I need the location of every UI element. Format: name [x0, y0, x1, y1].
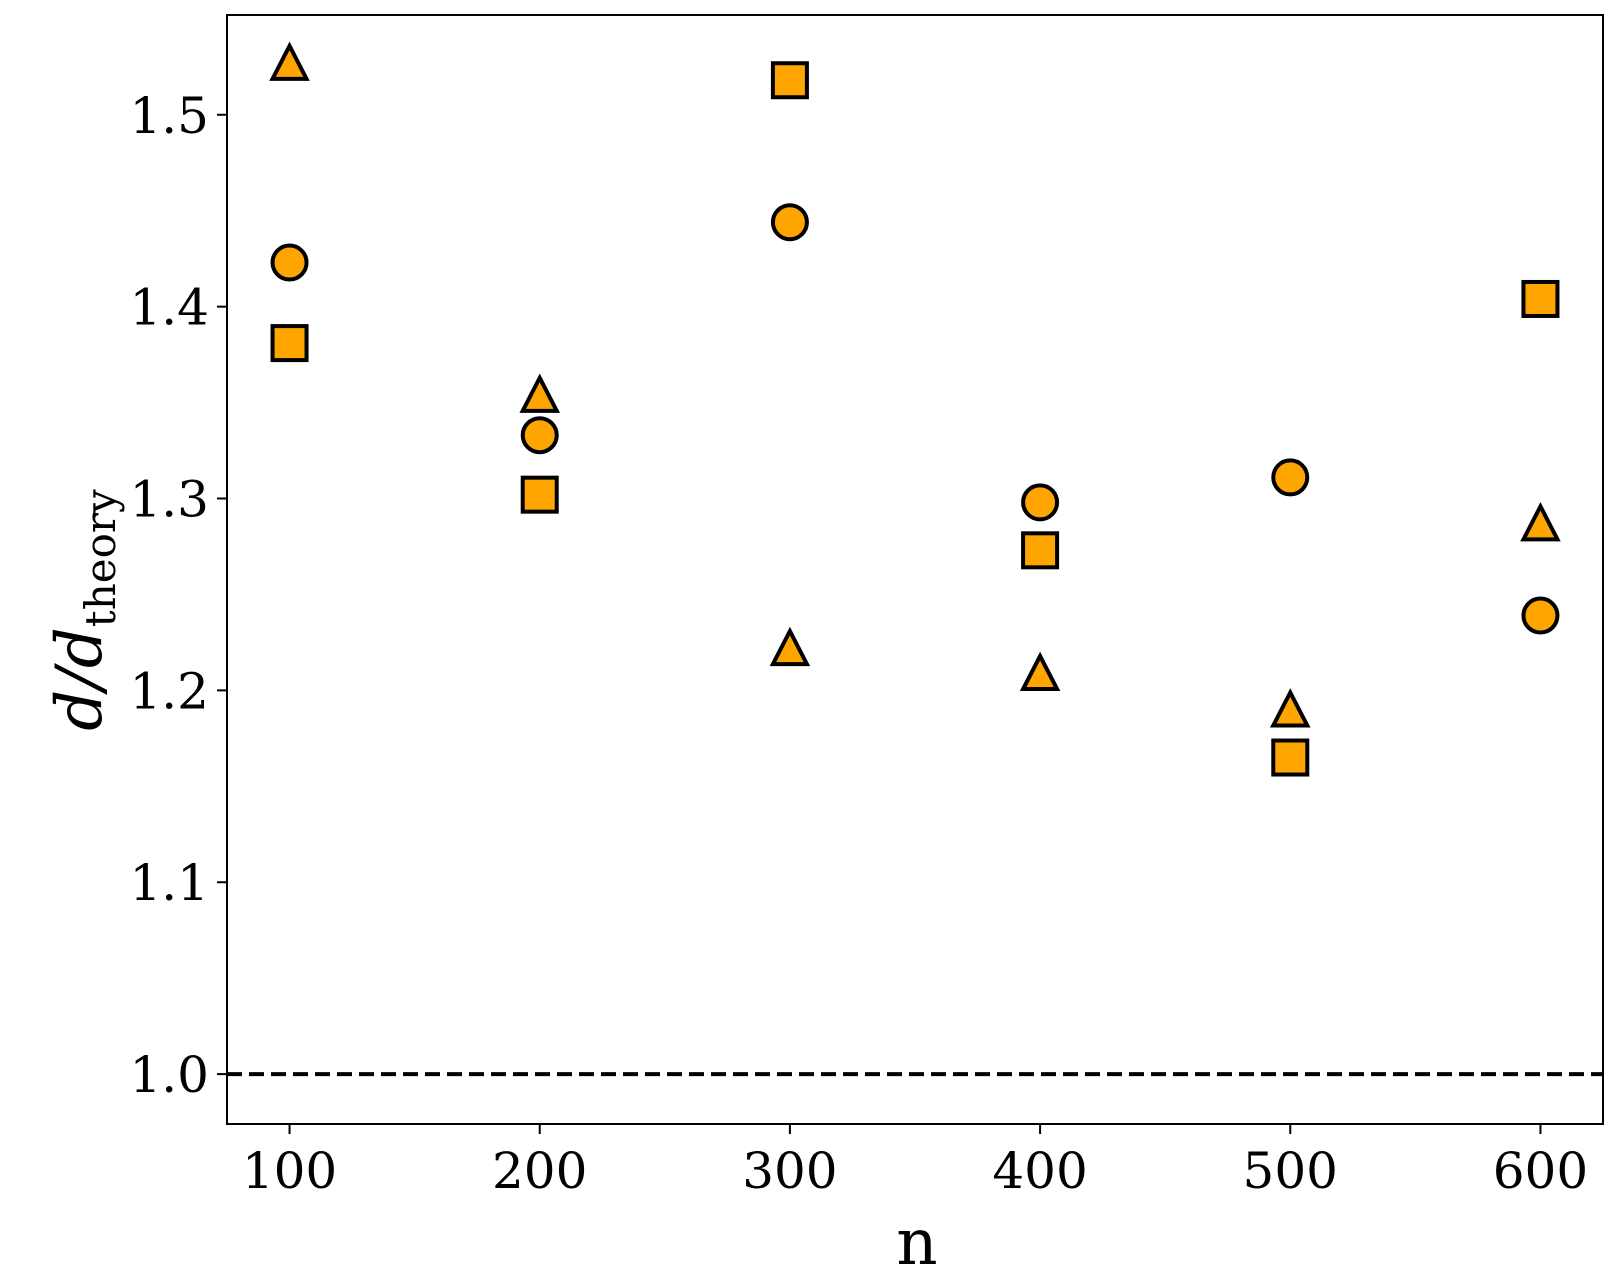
y-axis-title: d/dtheory: [43, 489, 125, 731]
circle-marker: [770, 203, 809, 242]
triangle-marker: [1520, 502, 1561, 542]
square-marker: [770, 61, 809, 100]
circle-marker: [270, 243, 309, 282]
x-tick-label: 400: [992, 1142, 1087, 1200]
square-marker: [520, 475, 559, 514]
square-marker: [270, 324, 309, 363]
x-tick-label: 100: [242, 1142, 337, 1200]
triangle-marker: [269, 41, 310, 81]
x-tick-label: 200: [492, 1142, 587, 1200]
y-tick-label: 1.4: [129, 279, 209, 337]
triangle-marker: [769, 626, 811, 667]
triangle-marker: [1269, 688, 1311, 728]
circle-marker: [1021, 483, 1060, 522]
y-axis-title-subscript: theory: [76, 489, 125, 627]
square-marker: [1271, 738, 1310, 777]
y-axis-title-main: d/d: [43, 627, 117, 731]
x-axis-title: n: [896, 1206, 937, 1280]
y-tick-label: 1.1: [129, 854, 209, 912]
circle-marker: [1271, 458, 1310, 497]
plot-frame: [226, 14, 1604, 1125]
y-tick-label: 1.2: [129, 662, 209, 720]
y-tick-label: 1.3: [129, 471, 209, 529]
x-tick-label: 300: [742, 1142, 837, 1200]
circle-marker: [1521, 596, 1560, 635]
x-tick-label: 600: [1493, 1142, 1588, 1200]
x-tick-label: 500: [1243, 1142, 1338, 1200]
y-tick-label: 1.0: [129, 1046, 209, 1104]
triangle-marker: [1019, 651, 1061, 692]
square-marker: [1521, 279, 1560, 318]
y-tick-label: 1.5: [129, 87, 209, 145]
square-marker: [1021, 531, 1060, 570]
triangle-marker: [519, 373, 561, 413]
circle-marker: [520, 416, 559, 455]
